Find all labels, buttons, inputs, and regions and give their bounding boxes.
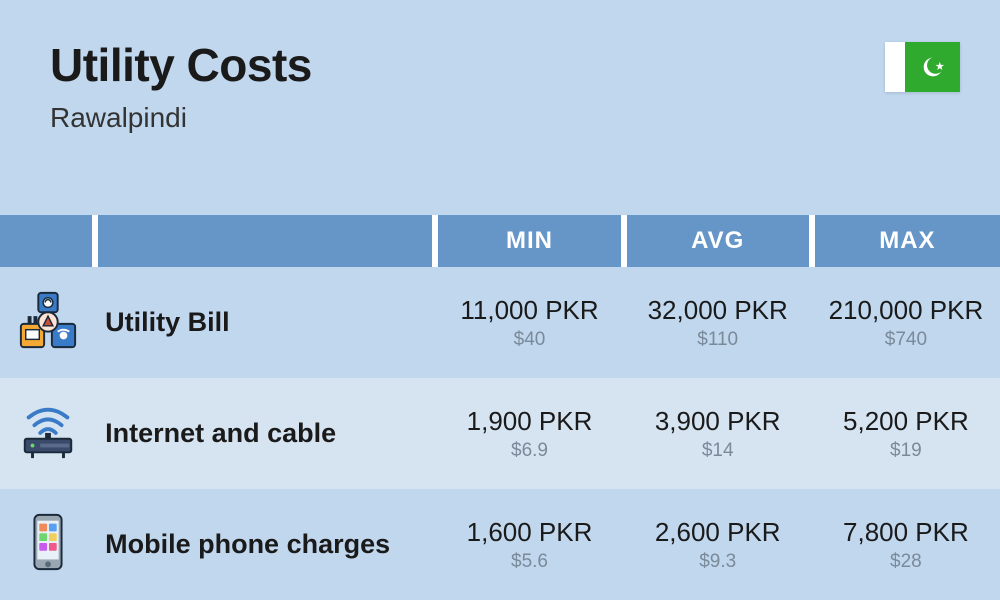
value-usd: $9.3 bbox=[634, 551, 802, 573]
page-subtitle: Rawalpindi bbox=[50, 102, 950, 134]
value-usd: $5.6 bbox=[445, 551, 613, 573]
cell-max: 210,000 PKR $740 bbox=[812, 267, 1000, 378]
col-label bbox=[95, 215, 435, 267]
col-avg: AVG bbox=[624, 215, 812, 267]
value-pkr: 5,200 PKR bbox=[822, 406, 990, 437]
value-pkr: 2,600 PKR bbox=[634, 517, 802, 548]
utility-bill-icon bbox=[0, 267, 95, 378]
value-pkr: 1,900 PKR bbox=[445, 406, 613, 437]
utility-costs-table: MIN AVG MAX bbox=[0, 215, 1000, 600]
value-pkr: 210,000 PKR bbox=[822, 295, 990, 326]
cell-min: 1,600 PKR $5.6 bbox=[435, 489, 623, 600]
value-usd: $14 bbox=[634, 440, 802, 462]
cell-max: 7,800 PKR $28 bbox=[812, 489, 1000, 600]
header: Utility Costs Rawalpindi bbox=[0, 0, 1000, 215]
col-min: MIN bbox=[435, 215, 623, 267]
page-title: Utility Costs bbox=[50, 38, 950, 92]
value-pkr: 3,900 PKR bbox=[634, 406, 802, 437]
value-usd: $110 bbox=[634, 329, 802, 351]
row-label: Mobile phone charges bbox=[95, 489, 435, 600]
cell-avg: 3,900 PKR $14 bbox=[624, 378, 812, 489]
value-pkr: 7,800 PKR bbox=[822, 517, 990, 548]
table-row: Mobile phone charges 1,600 PKR $5.6 2,60… bbox=[0, 489, 1000, 600]
value-usd: $19 bbox=[822, 440, 990, 462]
value-usd: $40 bbox=[445, 329, 613, 351]
mobile-phone-icon bbox=[0, 489, 95, 600]
pakistan-flag-icon bbox=[885, 42, 960, 92]
value-pkr: 1,600 PKR bbox=[445, 517, 613, 548]
cell-max: 5,200 PKR $19 bbox=[812, 378, 1000, 489]
row-label: Utility Bill bbox=[95, 267, 435, 378]
cell-min: 11,000 PKR $40 bbox=[435, 267, 623, 378]
value-usd: $740 bbox=[822, 329, 990, 351]
table-row: Internet and cable 1,900 PKR $6.9 3,900 … bbox=[0, 378, 1000, 489]
cell-avg: 32,000 PKR $110 bbox=[624, 267, 812, 378]
table-row: Utility Bill 11,000 PKR $40 32,000 PKR $… bbox=[0, 267, 1000, 378]
internet-cable-icon bbox=[0, 378, 95, 489]
col-icon bbox=[0, 215, 95, 267]
cell-avg: 2,600 PKR $9.3 bbox=[624, 489, 812, 600]
value-usd: $6.9 bbox=[445, 440, 613, 462]
value-pkr: 32,000 PKR bbox=[634, 295, 802, 326]
row-label: Internet and cable bbox=[95, 378, 435, 489]
col-max: MAX bbox=[812, 215, 1000, 267]
value-usd: $28 bbox=[822, 551, 990, 573]
cell-min: 1,900 PKR $6.9 bbox=[435, 378, 623, 489]
value-pkr: 11,000 PKR bbox=[445, 295, 613, 326]
table-header-row: MIN AVG MAX bbox=[0, 215, 1000, 267]
